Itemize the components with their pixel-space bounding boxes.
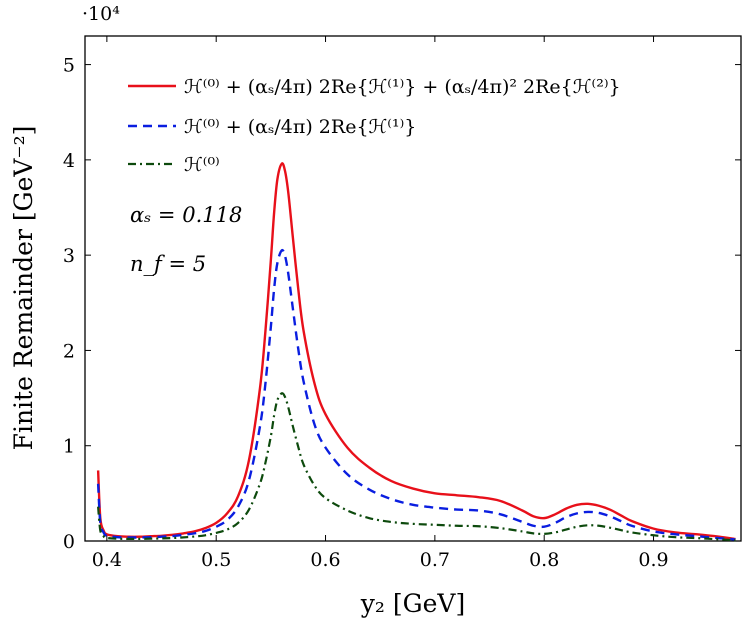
series-line-nlo [96,248,736,541]
y-tick-label: 5 [63,55,75,77]
x-tick-label: 0.9 [638,549,668,571]
y-tick-label: 1 [63,436,75,458]
series-layer [96,162,736,542]
legend-entry-nnlo: ℋ⁽⁰⁾ + (αₛ/4π) 2Re{ℋ⁽¹⁾} + (αₛ/4π)² 2Re{… [184,76,621,98]
x-tick-label: 0.8 [529,549,559,571]
x-tick-label: 0.7 [420,549,450,571]
y-tick-label: 0 [63,531,75,553]
annotation-nf: n_f = 5 [130,252,206,276]
plot-frame [84,35,742,542]
y-multiplier-label: ·10⁴ [82,3,120,25]
x-tick-label: 0.5 [201,549,231,571]
x-axis-ticks: 0.4 0.5 0.6 0.7 0.8 0.9 [92,36,669,571]
x-tick-label: 0.6 [310,549,340,571]
y-tick-label: 4 [63,150,75,172]
x-axis-label: y₂ [GeV] [360,589,465,618]
series-line-nnlo [96,162,736,541]
x-tick-label: 0.4 [92,549,122,571]
y-tick-label: 3 [63,245,75,267]
y-tick-label: 2 [63,340,75,362]
series-line-lo [97,392,736,542]
legend-entry-lo: ℋ⁽⁰⁾ [184,154,220,176]
y-axis-ticks: 0 1 2 3 4 5 [63,55,741,553]
annotation-alpha-s: αₛ = 0.118 [130,203,242,227]
legend: ℋ⁽⁰⁾ + (αₛ/4π) 2Re{ℋ⁽¹⁾} + (αₛ/4π)² 2Re{… [128,76,621,176]
y-axis-label: Finite Remainder [GeV⁻²] [9,126,38,451]
legend-entry-nlo: ℋ⁽⁰⁾ + (αₛ/4π) 2Re{ℋ⁽¹⁾} [184,116,416,138]
